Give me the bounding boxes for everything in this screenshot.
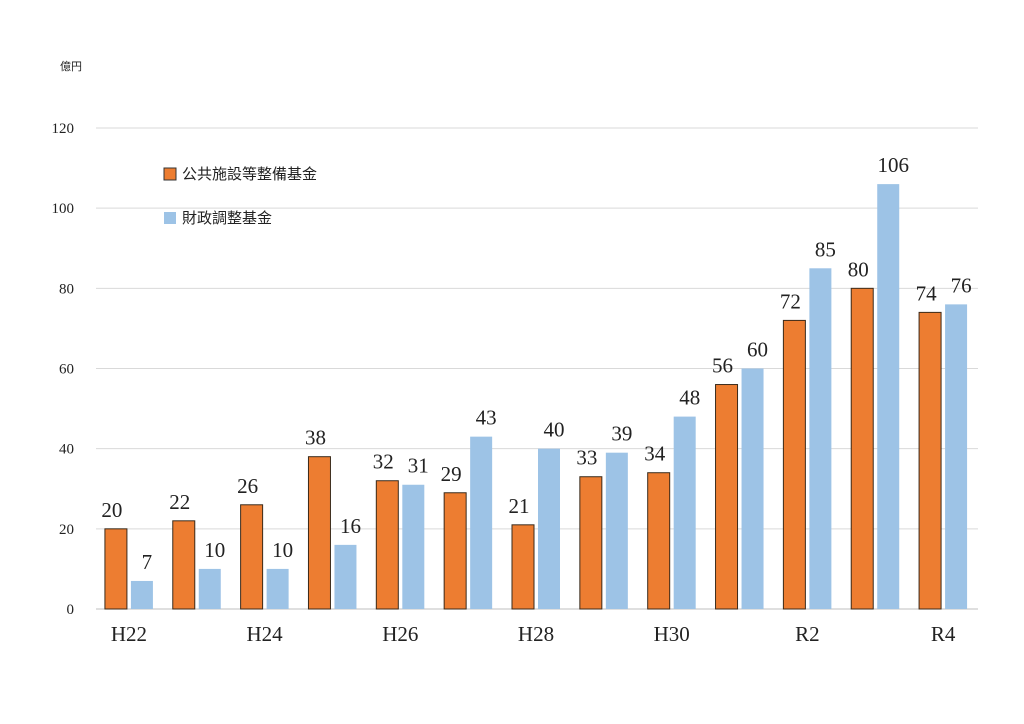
bar-public-facilities-fund <box>307 456 331 610</box>
bar-public-facilities-fund <box>850 287 874 610</box>
data-label-public-facilities-fund: 26 <box>237 474 258 498</box>
bar-fiscal-adjustment-fund <box>130 580 153 609</box>
data-label-public-facilities-fund: 33 <box>576 446 597 470</box>
data-label-fiscal-adjustment-fund: 16 <box>340 514 361 538</box>
y-tick-label: 0 <box>67 602 75 618</box>
bar-series <box>104 184 968 610</box>
data-label-fiscal-adjustment-fund: 85 <box>815 237 836 261</box>
data-label-public-facilities-fund: 72 <box>780 289 801 313</box>
x-axis-tick-labels: H22 H24 H26 H28 H30 R2 R4 <box>111 622 956 646</box>
bar-fiscal-adjustment-fund <box>877 184 900 609</box>
x-tick-label: H26 <box>382 622 418 646</box>
y-tick-label: 80 <box>59 281 74 297</box>
data-label-fiscal-adjustment-fund: 39 <box>611 422 632 446</box>
data-label-public-facilities-fund: 56 <box>712 354 733 378</box>
bar-fiscal-adjustment-fund <box>266 568 289 609</box>
data-label-public-facilities-fund: 34 <box>644 442 666 466</box>
y-axis-unit-label: 億円 <box>60 60 82 73</box>
y-tick-label: 100 <box>52 201 75 217</box>
data-label-public-facilities-fund: 29 <box>441 462 462 486</box>
legend-swatch-public-facilities-fund <box>163 167 177 181</box>
data-label-fiscal-adjustment-fund: 10 <box>272 538 293 562</box>
y-tick-label: 40 <box>59 442 74 458</box>
bar-public-facilities-fund <box>511 524 535 610</box>
y-tick-label: 60 <box>59 362 74 378</box>
data-label-fiscal-adjustment-fund: 76 <box>951 273 972 297</box>
bar-public-facilities-fund <box>782 319 806 610</box>
y-axis-tick-labels: 0 20 40 60 80 100 120 <box>52 121 75 618</box>
data-label-fiscal-adjustment-fund: 31 <box>408 454 429 478</box>
bar-public-facilities-fund <box>240 504 264 610</box>
y-tick-label: 120 <box>52 121 75 137</box>
bar-public-facilities-fund <box>918 311 942 610</box>
bar-public-facilities-fund <box>104 528 128 610</box>
x-tick-label: H24 <box>247 622 284 646</box>
data-label-public-facilities-fund: 21 <box>509 494 530 518</box>
legend: 公共施設等整備基金 財政調整基金 <box>163 165 317 227</box>
data-label-fiscal-adjustment-fund: 43 <box>476 406 497 430</box>
bar-fiscal-adjustment-fund <box>334 544 357 609</box>
data-label-public-facilities-fund: 20 <box>101 498 122 522</box>
data-label-fiscal-adjustment-fund: 48 <box>679 386 700 410</box>
bar-public-facilities-fund <box>647 472 671 610</box>
data-label-public-facilities-fund: 32 <box>373 450 394 474</box>
data-label-public-facilities-fund: 38 <box>305 426 326 450</box>
bar-public-facilities-fund <box>375 480 399 610</box>
data-label-fiscal-adjustment-fund: 10 <box>204 538 225 562</box>
data-labels: 20 7 22 10 26 10 38 16 32 31 29 43 21 40 33 39 34 48 56 60 7… <box>101 153 971 574</box>
bar-fiscal-adjustment-fund <box>741 368 764 609</box>
x-tick-label: R4 <box>931 622 956 646</box>
data-label-fiscal-adjustment-fund: 60 <box>747 338 768 362</box>
data-label-public-facilities-fund: 74 <box>916 281 938 305</box>
bar-public-facilities-fund <box>443 492 467 610</box>
data-label-fiscal-adjustment-fund: 40 <box>544 418 565 442</box>
bar-fiscal-adjustment-fund <box>945 304 968 609</box>
bar-public-facilities-fund <box>715 384 739 610</box>
bar-fiscal-adjustment-fund <box>198 568 221 609</box>
legend-swatch-fiscal-adjustment-fund <box>164 212 176 224</box>
x-tick-label: H30 <box>654 622 690 646</box>
x-tick-label: H22 <box>111 622 147 646</box>
bar-fiscal-adjustment-fund <box>538 448 560 609</box>
data-label-fiscal-adjustment-fund: 106 <box>877 153 909 177</box>
data-label-fiscal-adjustment-fund: 7 <box>142 550 153 574</box>
legend-label-public-facilities-fund: 公共施設等整備基金 <box>182 165 317 183</box>
bar-public-facilities-fund <box>579 476 603 610</box>
bar-fiscal-adjustment-fund <box>605 452 628 609</box>
data-label-public-facilities-fund: 22 <box>169 490 190 514</box>
data-label-public-facilities-fund: 80 <box>848 257 869 281</box>
bar-fiscal-adjustment-fund <box>809 268 832 609</box>
x-tick-label: H28 <box>518 622 554 646</box>
bar-public-facilities-fund <box>172 520 196 610</box>
bar-fiscal-adjustment-fund <box>470 436 493 609</box>
bar-fiscal-adjustment-fund <box>673 416 696 609</box>
y-tick-label: 20 <box>59 522 74 538</box>
bar-fiscal-adjustment-fund <box>402 484 425 609</box>
gridlines <box>96 127 978 610</box>
legend-label-fiscal-adjustment-fund: 財政調整基金 <box>182 209 272 227</box>
x-tick-label: R2 <box>795 622 820 646</box>
